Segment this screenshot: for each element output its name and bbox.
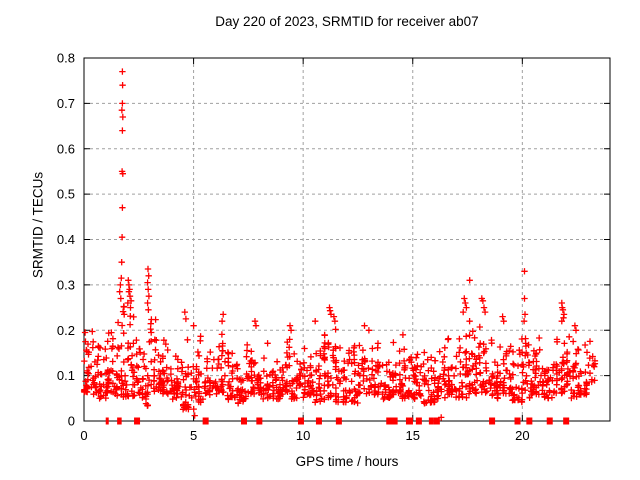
- y-tick-label: 0.2: [57, 323, 75, 338]
- tick-labels: 0 5 10 15 20 0 0.1 0.2 0.3 0.4 0.5 0.6 0.7 0.8: [57, 51, 530, 444]
- y-tick-label: 0: [68, 414, 75, 429]
- x-tick-label: 5: [190, 428, 197, 443]
- y-tick-label: 0.3: [57, 277, 75, 292]
- chart-title: Day 220 of 2023, SRMTID for receiver ab0…: [215, 14, 479, 29]
- y-tick-label: 0.7: [57, 96, 75, 111]
- grid-lines: [84, 58, 610, 421]
- x-tick-label: 20: [515, 428, 529, 443]
- zero-value-markers: [105, 417, 570, 425]
- data-points: [80, 68, 599, 421]
- x-tick-label: 15: [406, 428, 420, 443]
- x-tick-label: 0: [80, 428, 87, 443]
- y-tick-label: 0.1: [57, 368, 75, 383]
- x-axis-label: GPS time / hours: [295, 454, 399, 469]
- y-tick-label: 0.8: [57, 51, 75, 66]
- y-tick-label: 0.4: [57, 232, 75, 247]
- x-tick-label: 10: [296, 428, 310, 443]
- plot-border: [83, 57, 611, 422]
- y-tick-label: 0.6: [57, 141, 75, 156]
- y-tick-label: 0.5: [57, 187, 75, 202]
